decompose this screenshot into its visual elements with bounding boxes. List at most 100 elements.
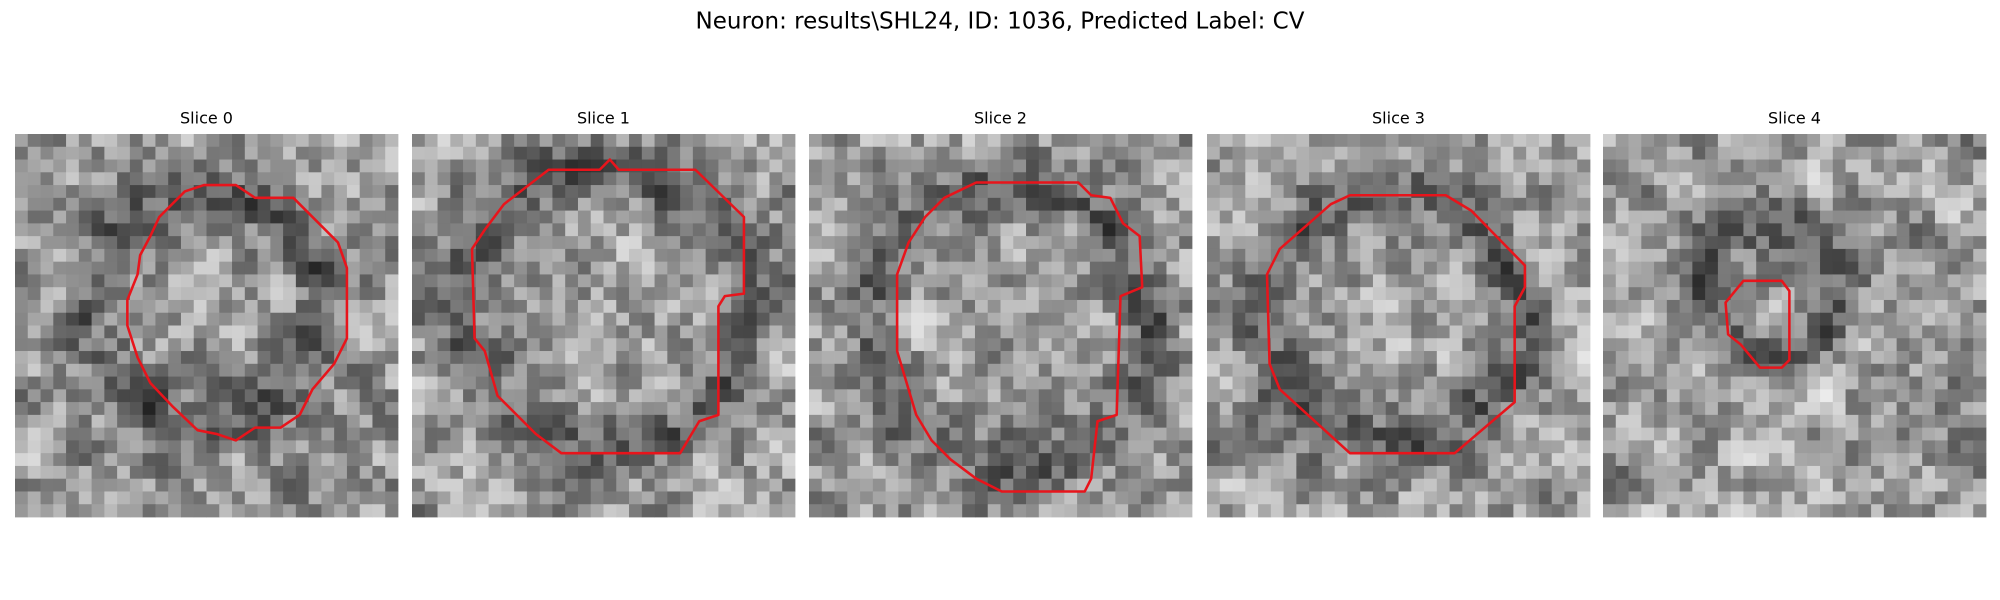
pixel <box>1449 478 1463 492</box>
pixel <box>385 325 399 339</box>
pixel <box>1922 465 1936 480</box>
pixel <box>1115 236 1129 250</box>
pixel <box>1743 491 1757 505</box>
pixel <box>283 185 297 199</box>
pixel <box>1820 185 1834 199</box>
pixel <box>1270 299 1284 314</box>
pixel <box>15 491 29 505</box>
pixel <box>1309 236 1323 250</box>
pixel <box>987 325 1001 339</box>
pixel <box>1038 465 1052 480</box>
pixel <box>1934 376 1949 390</box>
pixel <box>1372 325 1387 339</box>
pixel <box>1909 491 1923 505</box>
pixel <box>809 185 823 199</box>
pixel <box>590 185 604 199</box>
pixel <box>155 236 169 250</box>
pixel <box>1934 312 1949 326</box>
pixel <box>1245 274 1259 288</box>
pixel <box>1909 210 1923 224</box>
pixel <box>1794 414 1808 429</box>
pixel <box>692 478 707 492</box>
pixel <box>1077 236 1091 250</box>
pixel <box>27 197 41 211</box>
pixel <box>1232 478 1246 492</box>
pixel <box>1385 146 1399 160</box>
pixel <box>743 172 758 186</box>
pixel <box>1564 172 1578 186</box>
pixel <box>616 210 630 224</box>
pixel <box>629 172 643 186</box>
pixel <box>142 299 156 314</box>
pixel <box>1934 185 1949 199</box>
pixel <box>692 402 707 416</box>
pixel <box>1973 402 1987 416</box>
pixel <box>193 223 207 237</box>
pixel <box>53 427 67 441</box>
pixel <box>1615 465 1629 480</box>
pixel <box>1730 261 1744 275</box>
pixel <box>987 414 1001 429</box>
pixel <box>40 478 54 492</box>
pixel <box>1449 274 1463 288</box>
pixel <box>1654 504 1668 518</box>
pixel <box>526 453 541 467</box>
pixel <box>1385 299 1399 314</box>
pixel <box>974 134 989 148</box>
pixel <box>590 414 604 429</box>
pixel <box>1424 274 1438 288</box>
pixel <box>565 465 579 480</box>
pixel <box>1820 363 1834 377</box>
pixel <box>885 248 899 263</box>
pixel <box>1089 287 1104 301</box>
pixel <box>308 376 322 390</box>
pixel <box>1883 453 1898 467</box>
pixel <box>654 465 668 480</box>
pixel <box>1436 236 1450 250</box>
pixel <box>718 261 732 275</box>
pixel <box>1038 197 1052 211</box>
pixel <box>1845 248 1859 263</box>
pixel <box>1309 491 1323 505</box>
pixel <box>603 134 617 148</box>
pixel <box>1245 453 1259 467</box>
pixel <box>1207 504 1221 518</box>
pixel <box>1500 414 1514 429</box>
pixel <box>756 414 770 429</box>
pixel <box>1692 299 1706 314</box>
pixel <box>1179 427 1193 441</box>
pixel <box>616 274 630 288</box>
pixel <box>117 440 131 454</box>
pixel <box>847 376 861 390</box>
pixel <box>821 197 835 211</box>
pixel <box>705 248 719 263</box>
pixel <box>1334 363 1348 377</box>
pixel <box>1000 504 1014 518</box>
pixel <box>1654 427 1668 441</box>
pixel <box>847 236 861 250</box>
pixel <box>911 504 925 518</box>
pixel <box>1026 287 1040 301</box>
pixel <box>1628 134 1642 148</box>
pixel <box>1487 491 1502 505</box>
pixel <box>1462 299 1476 314</box>
pixel <box>782 440 796 454</box>
pixel <box>1398 414 1412 429</box>
pixel <box>1794 210 1808 224</box>
pixel-grid <box>1207 134 1591 518</box>
pixel <box>1551 402 1565 416</box>
pixel <box>1717 402 1732 416</box>
pixel <box>1013 453 1027 467</box>
pixel <box>232 159 246 173</box>
pixel <box>15 134 29 148</box>
pixel <box>756 427 770 441</box>
pixel <box>155 185 169 199</box>
pixel <box>129 427 144 441</box>
pixel <box>1858 299 1872 314</box>
pixel <box>847 287 861 301</box>
pixel <box>539 261 553 275</box>
pixel <box>1564 287 1578 301</box>
pixel <box>680 261 694 275</box>
pixel <box>424 440 438 454</box>
pixel <box>603 376 617 390</box>
